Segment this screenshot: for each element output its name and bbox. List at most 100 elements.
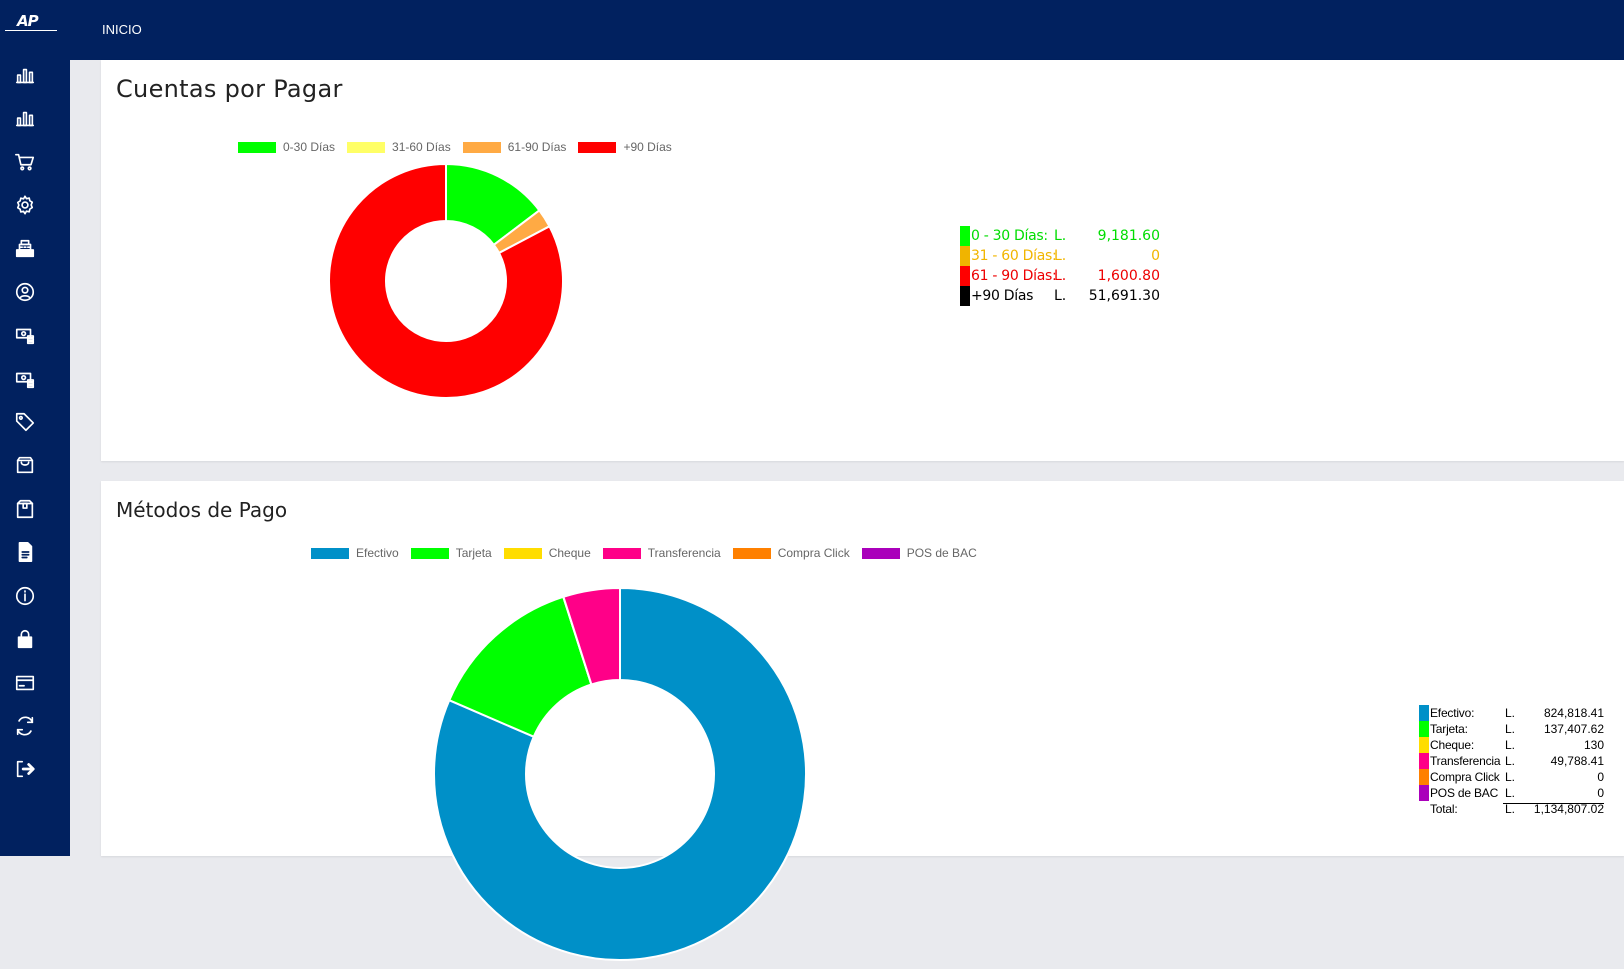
shopping-bag-icon: [16, 456, 34, 474]
sidebar-item-14[interactable]: [10, 624, 40, 654]
payment-methods-legend-item[interactable]: Tarjeta: [410, 546, 492, 560]
info-icon: [15, 586, 35, 606]
sidebar-item-4[interactable]: [10, 190, 40, 220]
gear-icon: [16, 195, 34, 215]
sidebar-item-11[interactable]: [10, 494, 40, 524]
summary-label: Transferencia: [1430, 754, 1501, 768]
accounts-payable-legend-item[interactable]: +90 Días: [578, 140, 672, 154]
summary-label: Efectivo:: [1430, 706, 1475, 720]
sidebar-item-12[interactable]: [10, 537, 40, 567]
accounts-payable-summary: 0 - 30 Días: L. 9,181.60 31 - 60 Días: L. 0 61…: [960, 226, 1160, 306]
summary-row: POS de BAC L. 0: [1419, 785, 1604, 801]
accounts-payable-legend-label: 31-60 Días: [392, 140, 451, 154]
summary-row: +90 Días L. 51,691.30: [960, 286, 1160, 306]
summary-row: Transferencia L. 49,788.41: [1419, 753, 1604, 769]
summary-value: 0: [1597, 770, 1604, 784]
summary-color-bar: [1419, 721, 1429, 737]
payment-methods-legend-label: Efectivo: [356, 546, 399, 560]
app-logo[interactable]: AP: [5, 8, 61, 34]
sidebar-item-1[interactable]: [10, 61, 40, 91]
accounts-payable-legend: 0-30 Días 31-60 Días 61-90 Días +90 Días: [238, 140, 684, 154]
sidebar-item-2[interactable]: [10, 104, 40, 134]
summary-currency: L.: [1505, 786, 1516, 800]
top-bar: INICIO: [70, 0, 1624, 60]
payment-methods-legend-item[interactable]: POS de BAC: [861, 546, 977, 560]
summary-label: Compra Click: [1430, 770, 1500, 784]
summary-value: 1,134,807.02: [1533, 802, 1604, 816]
logout-icon: [16, 760, 35, 778]
summary-currency: L.: [1054, 268, 1067, 284]
accounts-payable-legend-label: 61-90 Días: [507, 140, 567, 154]
summary-currency: L.: [1054, 228, 1067, 244]
logo-underline: [5, 30, 57, 31]
summary-currency: L.: [1505, 770, 1516, 784]
payment-methods-legend-label: Tarjeta: [455, 546, 492, 560]
payment-methods-legend-swatch: [732, 547, 771, 559]
summary-value: 1,600.80: [1097, 268, 1160, 284]
accounts-payable-legend-swatch: [347, 141, 386, 153]
sidebar-item-7[interactable]: [10, 320, 40, 350]
summary-currency: L.: [1505, 738, 1516, 752]
summary-color-bar: [960, 226, 970, 246]
summary-label: 0 - 30 Días:: [971, 228, 1048, 244]
summary-value: 49,788.41: [1550, 754, 1604, 768]
sidebar-item-17[interactable]: [10, 754, 40, 784]
accounts-payable-legend-item[interactable]: 0-30 Días: [238, 140, 335, 154]
accounts-payable-card: Cuentas por Pagar 0-30 Días 31-60 Días 61-…: [101, 60, 1624, 461]
summary-value: 824,818.41: [1543, 706, 1604, 720]
sidebar-item-5[interactable]: [10, 234, 40, 264]
summary-row: 61 - 90 Días: L. 1,600.80: [960, 266, 1160, 286]
sidebar-item-6[interactable]: [10, 277, 40, 307]
cart-icon: [15, 153, 35, 171]
sidebar-item-13[interactable]: [10, 581, 40, 611]
payment-methods-title: Métodos de Pago: [116, 498, 288, 522]
sidebar-item-9[interactable]: [10, 407, 40, 437]
summary-row: Compra Click L. 0: [1419, 769, 1604, 785]
payment-methods-legend-swatch: [410, 547, 449, 559]
summary-currency: L.: [1505, 802, 1516, 816]
summary-currency: L.: [1054, 248, 1067, 264]
payment-methods-legend-item[interactable]: Cheque: [503, 546, 591, 560]
sidebar-item-10[interactable]: [10, 450, 40, 480]
summary-value: 9,181.60: [1097, 228, 1160, 244]
payment-methods-legend-item[interactable]: Compra Click: [732, 546, 850, 560]
box-icon: [16, 499, 34, 519]
summary-currency: L.: [1505, 706, 1516, 720]
summary-color-bar: [1419, 785, 1429, 801]
payment-methods-legend-item[interactable]: Efectivo: [311, 546, 399, 560]
summary-row: Cheque: L. 130: [1419, 737, 1604, 753]
payment-methods-legend-label: POS de BAC: [906, 546, 977, 560]
accounts-payable-legend-item[interactable]: 61-90 Días: [462, 140, 567, 154]
summary-value: 51,691.30: [1088, 288, 1160, 304]
accounts-payable-legend-item[interactable]: 31-60 Días: [347, 140, 451, 154]
summary-color-bar: [1419, 753, 1429, 769]
payment-methods-donut-chart: [435, 589, 807, 961]
sidebar-item-15[interactable]: [10, 668, 40, 698]
cash-register-icon: [15, 239, 35, 258]
accounts-payable-legend-label: 0-30 Días: [283, 140, 336, 154]
accounts-payable-slice-90-d-as[interactable]: [329, 162, 564, 399]
summary-label: +90 Días: [971, 288, 1034, 304]
sidebar-item-8[interactable]: [10, 364, 40, 394]
accounts-payable-legend-swatch: [462, 141, 501, 153]
summary-row: Tarjeta: L. 137,407.62: [1419, 721, 1604, 737]
sidebar-item-3[interactable]: [10, 147, 40, 177]
payment-methods-slice-transferencia[interactable]: [562, 589, 621, 686]
logo-text: AP: [17, 12, 39, 30]
money-stack-icon: [15, 372, 35, 389]
summary-value: 0: [1597, 786, 1604, 800]
accounts-payable-legend-label: +90 Días: [623, 140, 672, 154]
breadcrumb-inicio[interactable]: INICIO: [102, 22, 142, 37]
payment-methods-legend-item[interactable]: Transferencia: [602, 546, 721, 560]
summary-value: 130: [1583, 738, 1604, 752]
accounts-payable-legend-swatch: [238, 141, 276, 153]
summary-row: 31 - 60 Días: L. 0: [960, 246, 1160, 266]
lock-icon: [17, 629, 33, 649]
payment-methods-legend-swatch: [602, 547, 641, 559]
payment-methods-legend: Efectivo Tarjeta Cheque Transferencia Compra…: [311, 546, 989, 560]
sidebar-item-16[interactable]: [10, 711, 40, 741]
summary-currency: L.: [1505, 754, 1516, 768]
summary-color-bar: [1419, 737, 1429, 753]
summary-label: 31 - 60 Días:: [971, 248, 1057, 264]
summary-value: 0: [1151, 248, 1160, 264]
